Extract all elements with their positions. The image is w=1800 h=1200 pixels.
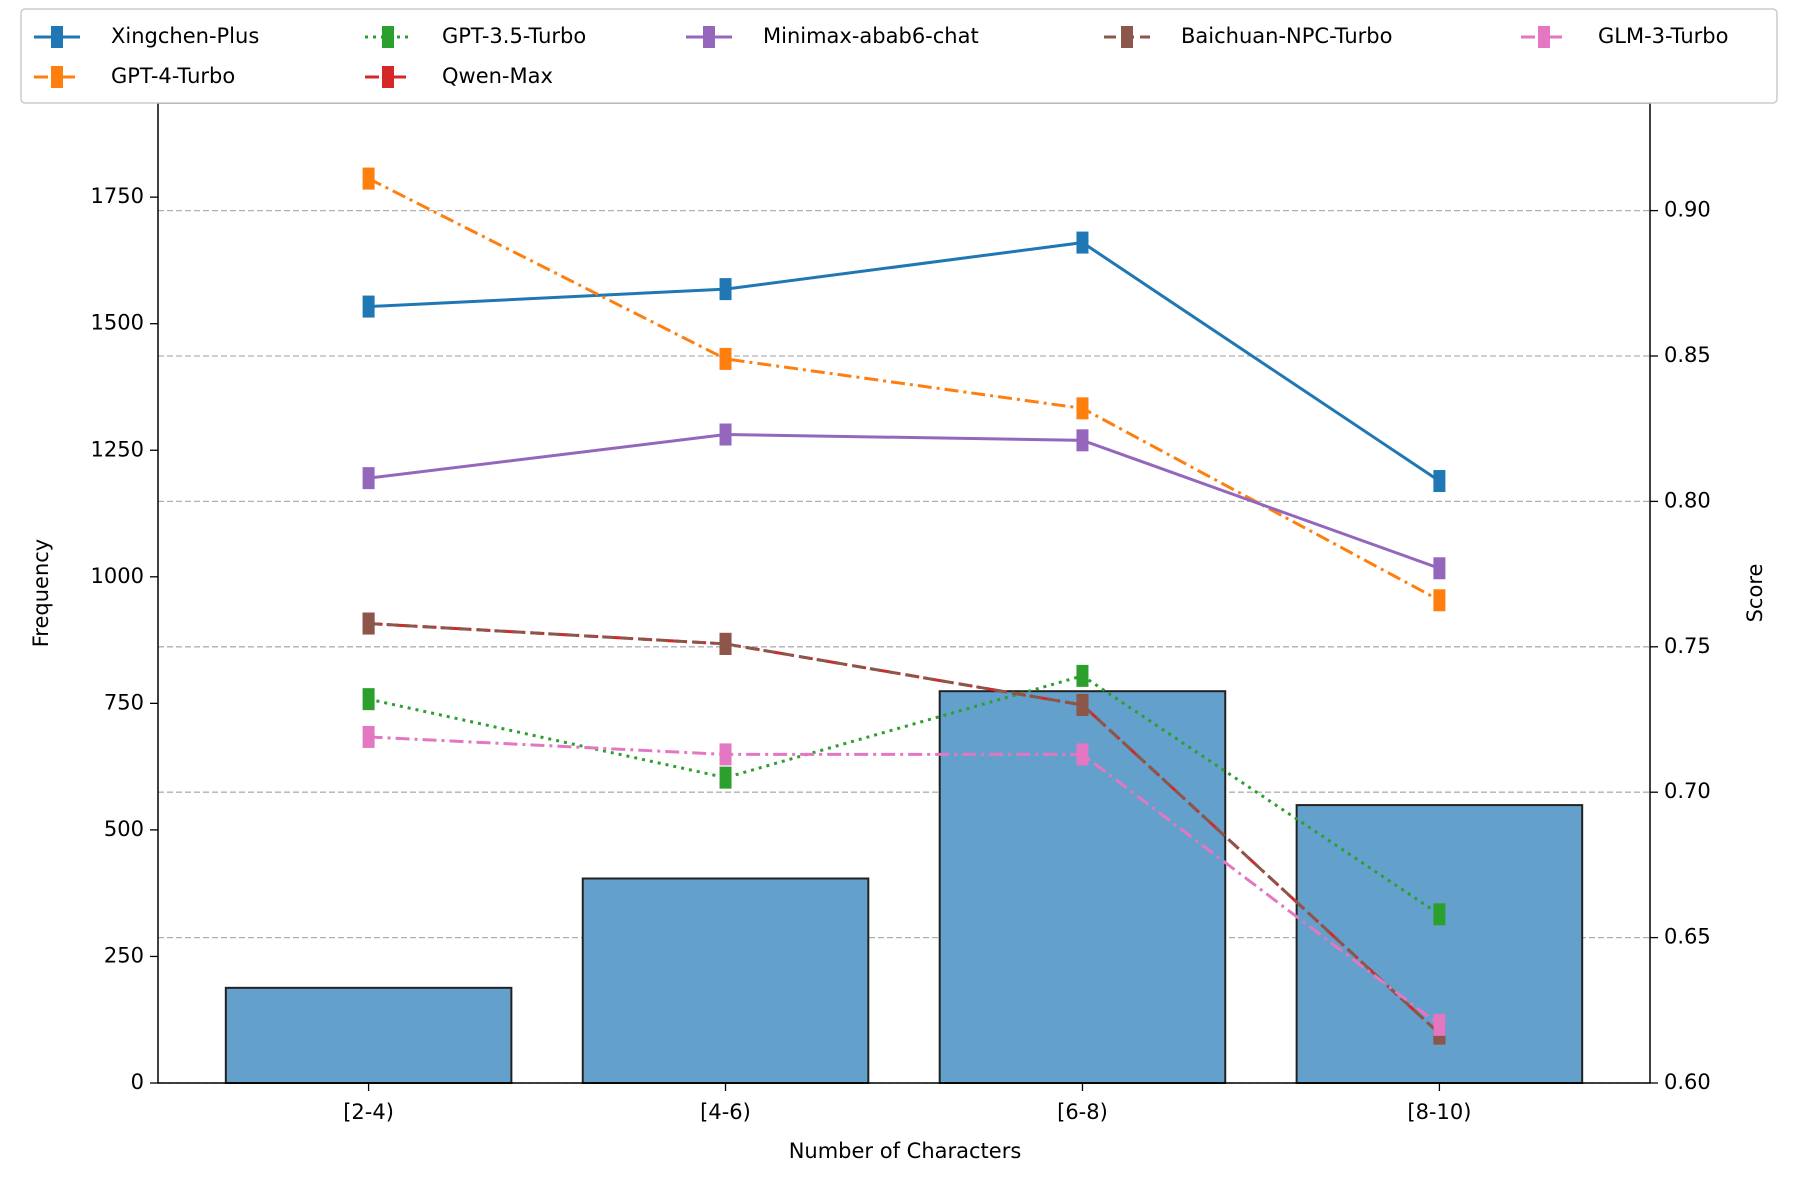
y-tick-label: 1750 xyxy=(91,184,144,208)
legend-marker xyxy=(51,66,63,88)
y2-tick-label: 0.60 xyxy=(1664,1070,1711,1094)
y2-tick-label: 0.90 xyxy=(1664,198,1711,222)
y-tick-label: 1250 xyxy=(91,437,144,461)
series-marker xyxy=(719,278,732,301)
y-axis-label: Frequency xyxy=(29,539,53,648)
y2-tick-label: 0.80 xyxy=(1664,488,1711,512)
series-marker xyxy=(1076,429,1089,452)
series-marker xyxy=(719,423,732,446)
legend-label: Baichuan-NPC-Turbo xyxy=(1181,24,1392,48)
series-marker xyxy=(362,725,375,748)
x-tick-label: [6-8) xyxy=(1057,1100,1108,1124)
series-marker xyxy=(1433,1013,1446,1036)
series-marker xyxy=(1076,231,1089,254)
series-marker xyxy=(1433,557,1446,580)
legend-label: GLM-3-Turbo xyxy=(1598,24,1728,48)
y2-axis-label: Score xyxy=(1743,564,1767,623)
y-tick-label: 0 xyxy=(131,1070,144,1094)
y2-tick-label: 0.85 xyxy=(1664,343,1711,367)
legend-marker xyxy=(51,26,63,48)
bar xyxy=(224,986,513,1085)
x-tick-label: [8-10) xyxy=(1407,1100,1471,1124)
series-marker xyxy=(362,612,375,635)
series-marker xyxy=(362,467,375,490)
bar xyxy=(581,877,870,1084)
series-marker xyxy=(1433,589,1446,612)
legend-label: Qwen-Max xyxy=(442,64,553,88)
series-line xyxy=(368,735,1441,1027)
series-marker xyxy=(1433,470,1446,493)
legend-marker xyxy=(703,26,715,48)
series-line xyxy=(368,433,1440,570)
legend-marker xyxy=(382,26,394,48)
series-marker xyxy=(719,743,732,766)
series-line xyxy=(368,622,1441,1035)
y-tick-label: 500 xyxy=(104,817,144,841)
y2-tick-label: 0.75 xyxy=(1664,634,1711,658)
y-tick-label: 750 xyxy=(104,690,144,714)
legend-label: GPT-3.5-Turbo xyxy=(442,24,586,48)
series-marker xyxy=(362,688,375,711)
series-marker xyxy=(719,632,732,655)
series-line xyxy=(368,674,1441,916)
series-line xyxy=(368,622,1441,1035)
y2-tick-label: 0.70 xyxy=(1664,779,1711,803)
x-tick-label: [4-6) xyxy=(700,1100,751,1124)
series-marker xyxy=(1076,664,1089,687)
legend-label: Xingchen-Plus xyxy=(111,24,259,48)
series-marker xyxy=(719,347,732,370)
series-marker xyxy=(1076,743,1089,766)
x-axis-label: Number of Characters xyxy=(789,1139,1022,1163)
legend-label: GPT-4-Turbo xyxy=(111,64,235,88)
legend-marker xyxy=(1538,26,1550,48)
series-line xyxy=(367,177,1441,602)
legend-marker xyxy=(1121,26,1133,48)
y-tick-label: 1000 xyxy=(91,564,144,588)
y-tick-label: 1500 xyxy=(91,311,144,335)
y-tick-label: 250 xyxy=(104,943,144,967)
legend-marker xyxy=(382,66,394,88)
x-tick-label: [2-4) xyxy=(343,1100,394,1124)
series-marker xyxy=(1076,397,1089,420)
series-marker xyxy=(719,766,732,789)
series-marker xyxy=(362,167,375,190)
series-marker xyxy=(362,295,375,318)
legend-label: Minimax-abab6-chat xyxy=(763,24,979,48)
y2-tick-label: 0.65 xyxy=(1664,925,1711,949)
series-marker xyxy=(1076,693,1089,716)
series-line xyxy=(368,241,1441,483)
series-marker xyxy=(1433,903,1446,926)
legend-box xyxy=(20,8,1778,104)
